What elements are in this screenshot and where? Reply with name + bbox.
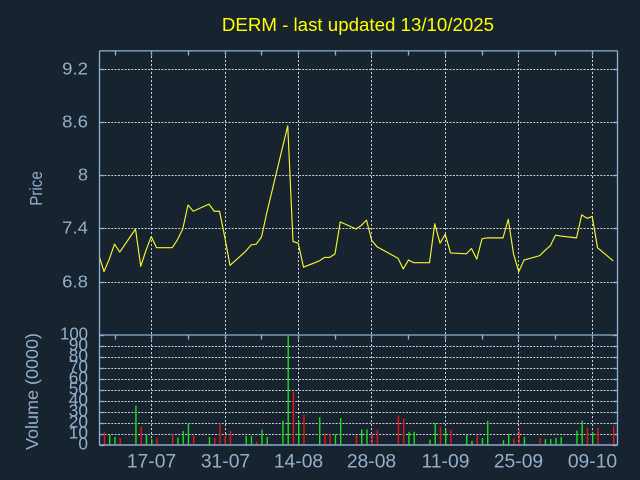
svg-text:8: 8 xyxy=(78,165,88,185)
svg-text:0: 0 xyxy=(78,433,88,453)
svg-text:90: 90 xyxy=(69,334,88,354)
svg-text:11-09: 11-09 xyxy=(422,451,470,472)
svg-text:70: 70 xyxy=(69,356,88,376)
svg-text:20: 20 xyxy=(69,411,88,431)
svg-text:9.2: 9.2 xyxy=(62,59,88,79)
svg-text:25-09: 25-09 xyxy=(494,451,543,472)
svg-text:10: 10 xyxy=(69,422,88,442)
svg-text:Price: Price xyxy=(26,171,46,206)
svg-text:100: 100 xyxy=(60,323,88,343)
svg-text:28-08: 28-08 xyxy=(347,451,396,472)
svg-text:8.6: 8.6 xyxy=(62,112,88,132)
svg-text:6.8: 6.8 xyxy=(62,272,88,292)
svg-text:40: 40 xyxy=(69,389,88,409)
svg-text:09-10: 09-10 xyxy=(568,451,617,472)
svg-text:DERM - last updated 13/10/2025: DERM - last updated 13/10/2025 xyxy=(222,14,494,35)
svg-text:50: 50 xyxy=(69,378,88,398)
svg-text:80: 80 xyxy=(69,345,88,365)
svg-text:14-08: 14-08 xyxy=(274,451,323,472)
svg-text:31-07: 31-07 xyxy=(201,451,250,472)
svg-text:30: 30 xyxy=(69,400,88,420)
svg-text:17-07: 17-07 xyxy=(127,451,176,472)
svg-text:60: 60 xyxy=(69,367,88,387)
svg-text:Volume (0000): Volume (0000) xyxy=(22,333,42,450)
svg-text:7.4: 7.4 xyxy=(62,218,88,238)
